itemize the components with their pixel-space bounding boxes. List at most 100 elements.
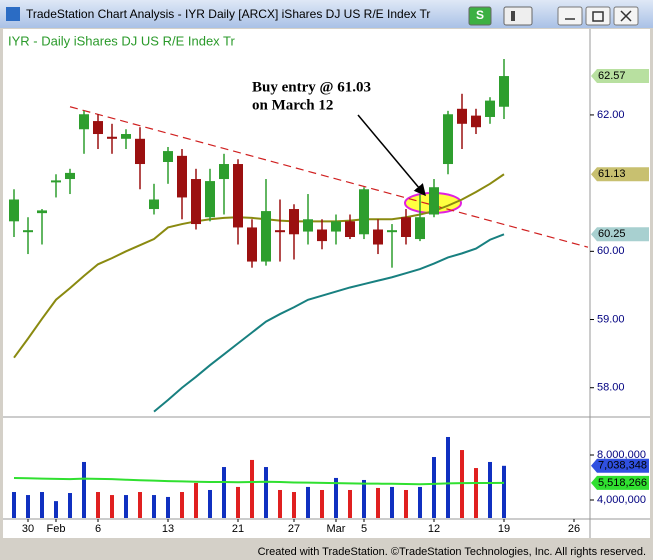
volume-bar bbox=[474, 468, 478, 518]
last-value-tag bbox=[591, 167, 649, 182]
candle-body bbox=[205, 181, 215, 218]
x-tick-label: 12 bbox=[428, 523, 440, 535]
volume-bar bbox=[124, 495, 128, 518]
last-value-label: 60.25 bbox=[598, 228, 626, 240]
volume-bar bbox=[152, 495, 156, 518]
volume-bar bbox=[390, 486, 394, 518]
style-button-label[interactable]: S bbox=[476, 8, 484, 22]
last-value-label: 62.57 bbox=[598, 70, 626, 82]
candle-body bbox=[373, 229, 383, 245]
candle-body bbox=[303, 219, 313, 232]
maximize-button[interactable] bbox=[585, 6, 611, 26]
candle-body bbox=[401, 217, 411, 238]
candle-body bbox=[289, 209, 299, 235]
candle-body bbox=[93, 121, 103, 135]
volume-bar bbox=[306, 486, 310, 518]
volume-bar bbox=[236, 486, 240, 518]
style-button[interactable] bbox=[468, 6, 492, 26]
candle-body bbox=[415, 217, 425, 240]
candle-body bbox=[247, 227, 257, 262]
candle-body bbox=[359, 189, 369, 235]
y-tick-label: 59.00 bbox=[597, 313, 625, 325]
candle-body bbox=[9, 199, 19, 222]
x-tick-label: 13 bbox=[162, 523, 174, 535]
candle-body bbox=[331, 221, 341, 232]
candle-body bbox=[471, 115, 481, 128]
candle-body bbox=[429, 187, 439, 215]
chart-area bbox=[3, 29, 650, 538]
trendline bbox=[69, 106, 589, 248]
x-tick-label: Mar bbox=[327, 523, 346, 535]
volume-bar bbox=[82, 461, 86, 518]
candle-body bbox=[275, 230, 285, 233]
candle-body bbox=[23, 230, 33, 233]
candle-body bbox=[163, 151, 173, 162]
candle-body bbox=[51, 180, 61, 183]
volume-bar bbox=[502, 465, 506, 518]
window-title: TradeStation Chart Analysis - IYR Daily … bbox=[26, 7, 430, 21]
y-tick-label: 4,000,000 bbox=[597, 494, 646, 506]
volume-bar bbox=[404, 489, 408, 518]
x-tick-label: 27 bbox=[288, 523, 300, 535]
candle-body bbox=[107, 136, 117, 139]
app-icon bbox=[6, 7, 20, 21]
y-tick-label: 8,000,000 bbox=[597, 449, 646, 461]
volume-bar bbox=[320, 489, 324, 518]
candle-body bbox=[79, 114, 89, 130]
moving-average bbox=[153, 233, 505, 413]
volume-bar bbox=[348, 489, 352, 518]
x-tick-label: 26 bbox=[568, 523, 580, 535]
price-plot bbox=[9, 59, 589, 413]
volume-bar bbox=[278, 489, 282, 518]
x-tick-label: 21 bbox=[232, 523, 244, 535]
annotation-arrow bbox=[357, 114, 426, 197]
moving-average bbox=[13, 477, 505, 486]
volume-bar bbox=[208, 489, 212, 518]
volume-plot bbox=[12, 436, 506, 518]
x-tick-label: Feb bbox=[47, 523, 66, 535]
volume-bar bbox=[194, 483, 198, 518]
volume-bar bbox=[334, 477, 338, 518]
volume-bar bbox=[110, 495, 114, 518]
chart-title: IYR - Daily iShares DJ US R/E Index Tr bbox=[8, 33, 236, 48]
candle-body bbox=[219, 164, 229, 180]
x-tick-label: 30 bbox=[22, 523, 34, 535]
last-value-tag bbox=[591, 69, 649, 84]
candle-body bbox=[177, 155, 187, 198]
candle-body bbox=[149, 199, 159, 210]
x-tick-label: 19 bbox=[498, 523, 510, 535]
candle-body bbox=[317, 229, 327, 242]
annotation-text: Buy entry @ 61.03 bbox=[252, 79, 371, 95]
bar-button[interactable] bbox=[503, 6, 533, 26]
candle-body bbox=[485, 100, 495, 117]
volume-bar bbox=[96, 492, 100, 518]
volume-bar bbox=[68, 493, 72, 518]
y-tick-label: 60.00 bbox=[597, 245, 625, 257]
volume-bar bbox=[166, 496, 170, 518]
volume-bar bbox=[292, 492, 296, 518]
candle-body bbox=[261, 211, 271, 262]
candle-body bbox=[345, 221, 355, 238]
candle-body bbox=[387, 230, 397, 233]
x-tick-label: 5 bbox=[361, 523, 367, 535]
candle-body bbox=[233, 164, 243, 228]
volume-bar bbox=[488, 461, 492, 518]
candle-body bbox=[65, 172, 75, 180]
y-tick-label: 58.00 bbox=[597, 382, 625, 394]
volume-bar bbox=[54, 501, 58, 518]
candle-body bbox=[37, 210, 47, 214]
minimize-button[interactable] bbox=[557, 6, 583, 26]
volume-bar bbox=[40, 492, 44, 518]
candle-body bbox=[443, 114, 453, 165]
candle-body bbox=[121, 134, 131, 139]
volume-bar bbox=[138, 492, 142, 518]
last-value-label: 5,518,266 bbox=[598, 477, 647, 489]
volume-bar bbox=[418, 486, 422, 518]
candle-body bbox=[457, 108, 467, 124]
button-glyphs bbox=[565, 10, 632, 22]
last-value-tag bbox=[591, 227, 649, 242]
y-tick-label: 62.00 bbox=[597, 109, 625, 121]
bar-icon bbox=[511, 11, 515, 21]
volume-bar bbox=[222, 467, 226, 518]
